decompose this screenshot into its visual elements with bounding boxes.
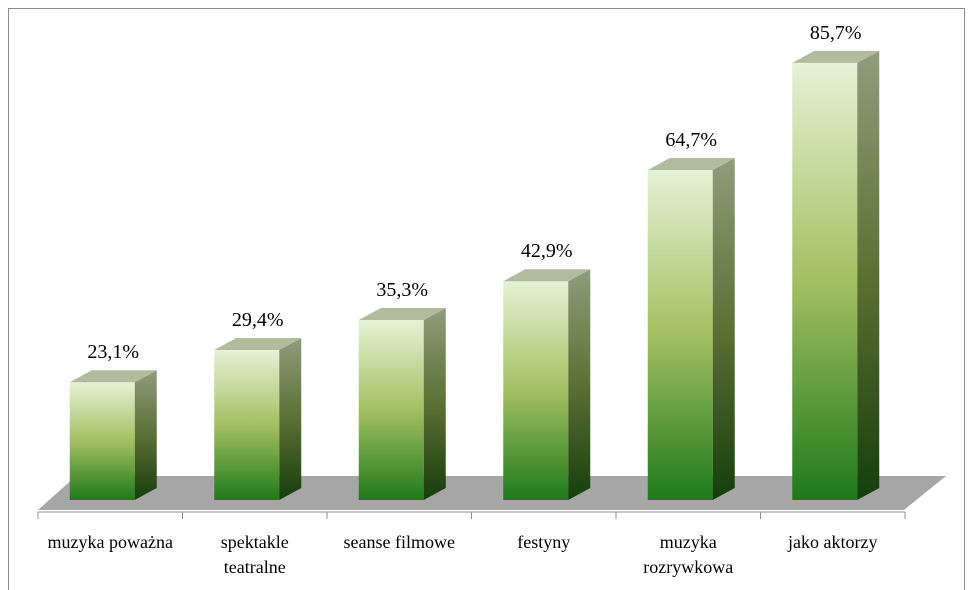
bar-side xyxy=(568,269,591,500)
bar-top xyxy=(69,370,157,383)
bar-front xyxy=(358,319,424,500)
value-label: 42,9% xyxy=(521,240,573,262)
x-tick-label: spektakle teatralne xyxy=(220,532,289,577)
bar-side xyxy=(712,158,735,500)
value-label: 35,3% xyxy=(376,279,428,301)
bar-side xyxy=(857,50,880,501)
value-label: 23,1% xyxy=(87,341,139,363)
bar-front xyxy=(69,382,135,500)
bar-top xyxy=(358,307,446,320)
bar-top xyxy=(792,50,880,63)
x-tick-label: muzyka poważna xyxy=(47,532,173,552)
bar-front xyxy=(214,350,280,500)
value-label: 85,7% xyxy=(810,22,862,44)
bar-front xyxy=(647,170,713,500)
bar-side xyxy=(134,370,157,500)
bar-top xyxy=(647,158,735,171)
x-tick-label: festyny xyxy=(517,532,571,552)
bar-top xyxy=(503,269,591,282)
bar-top xyxy=(214,338,302,351)
value-label: 64,7% xyxy=(665,129,717,151)
bar-front xyxy=(792,62,858,501)
bar-side xyxy=(279,338,302,500)
x-tick-label: muzyka rozrywkowa xyxy=(643,532,734,577)
x-tick-label: jako aktorzy xyxy=(788,532,878,552)
value-label: 29,4% xyxy=(232,309,284,331)
plot-frame xyxy=(8,8,965,590)
bar-front xyxy=(503,281,569,500)
x-tick-label: seanse filmowe xyxy=(343,532,455,552)
bar-side xyxy=(423,307,446,500)
